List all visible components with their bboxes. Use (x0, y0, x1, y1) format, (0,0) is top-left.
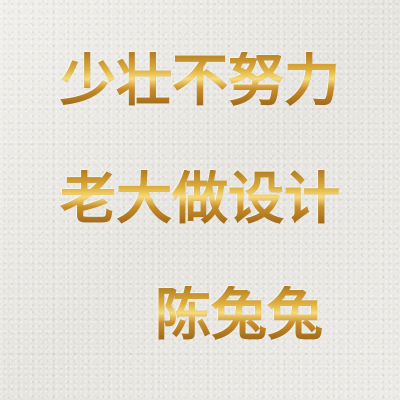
foil-text-line-1: 少壮不努力 (60, 49, 340, 114)
foil-text-author: 陈兔兔 (155, 283, 323, 348)
foil-text-line-2: 老大做设计 (60, 167, 340, 232)
